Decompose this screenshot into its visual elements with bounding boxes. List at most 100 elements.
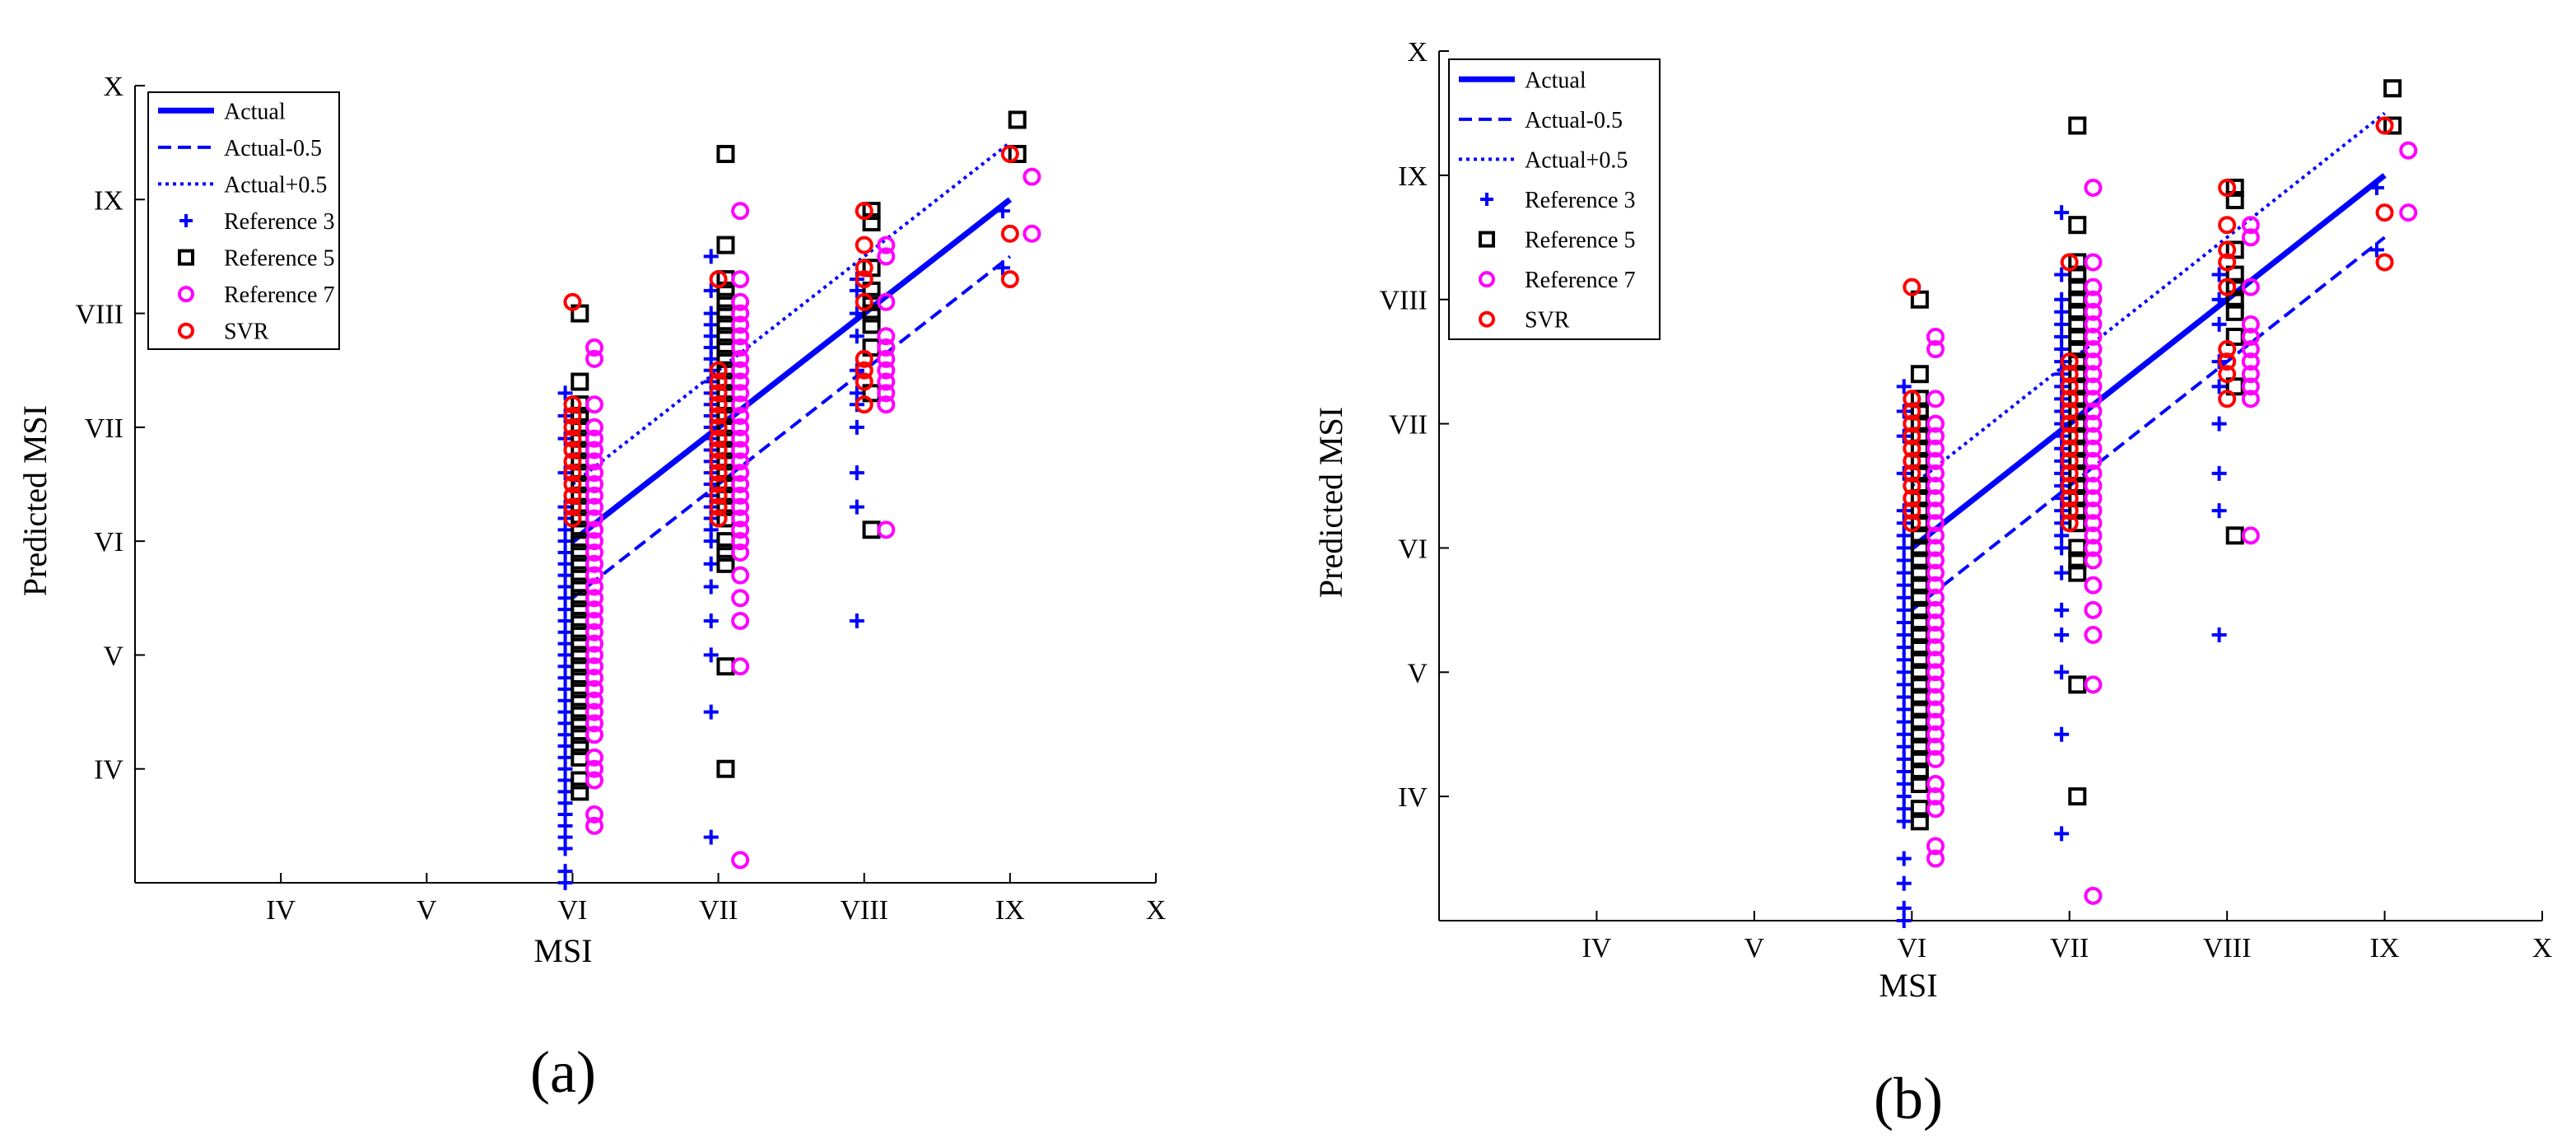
- point-svr: [855, 372, 873, 391]
- point-reference-7: [585, 577, 603, 596]
- point-reference-7: [731, 566, 750, 585]
- point-svr: [2375, 116, 2394, 135]
- point-reference-3: [1896, 665, 1912, 680]
- point-reference-7: [731, 349, 750, 368]
- point-reference-7: [1926, 390, 1945, 408]
- point-reference-7: [731, 475, 750, 493]
- point-reference-3: [995, 203, 1010, 219]
- point-reference-7: [2241, 340, 2260, 359]
- point-reference-7: [1926, 787, 1945, 806]
- point-svr: [1903, 464, 1922, 483]
- point-reference-7: [2084, 526, 2103, 545]
- legend-label: SVR: [224, 320, 269, 345]
- point-reference-5: [1910, 290, 1929, 309]
- point-reference-3: [1896, 602, 1912, 618]
- point-reference-7: [1926, 737, 1945, 756]
- point-reference-5: [1910, 812, 1929, 831]
- x-tick-label: VII: [2050, 933, 2089, 963]
- point-reference-7: [731, 327, 750, 346]
- line-actual-0-5: [1911, 236, 2386, 612]
- point-reference-7: [2084, 551, 2103, 570]
- point-svr: [563, 292, 582, 311]
- point-reference-3: [703, 534, 719, 549]
- point-svr: [2060, 451, 2079, 470]
- point-reference-7: [731, 384, 750, 403]
- point-reference-7: [1926, 576, 1945, 595]
- point-reference-7: [585, 611, 603, 630]
- point-reference-3: [2054, 292, 2070, 307]
- point-reference-5: [2383, 79, 2402, 98]
- point-svr: [2218, 365, 2237, 384]
- point-reference-7: [585, 554, 603, 573]
- point-reference-7: [2241, 327, 2260, 346]
- point-reference-7: [2084, 886, 2103, 905]
- point-reference-5: [862, 520, 881, 539]
- point-reference-7: [1926, 451, 1945, 470]
- point-reference-7: [877, 338, 896, 357]
- point-svr: [1903, 278, 1922, 296]
- point-reference-3: [2054, 304, 2070, 320]
- point-reference-7: [2241, 365, 2260, 384]
- point-svr: [2218, 278, 2237, 296]
- legend-label: Actual-0.5: [224, 136, 322, 161]
- point-svr: [709, 407, 728, 426]
- point-reference-7: [585, 634, 603, 653]
- y-tick-label: VII: [1389, 410, 1428, 441]
- point-svr: [855, 259, 873, 278]
- point-svr: [563, 475, 582, 493]
- x-tick-label: VI: [1897, 933, 1926, 963]
- point-svr: [855, 361, 873, 380]
- point-reference-7: [1022, 167, 1041, 186]
- line-actual-0-5: [571, 254, 1012, 599]
- point-svr: [709, 464, 728, 483]
- point-reference-7: [585, 509, 603, 528]
- legend-label: Reference 7: [1525, 268, 1635, 293]
- point-reference-7: [1926, 464, 1945, 483]
- point-reference-3: [2211, 627, 2227, 643]
- point-reference-7: [1926, 849, 1945, 868]
- point-svr: [709, 270, 728, 289]
- legend-label: Reference 3: [224, 209, 334, 235]
- point-svr: [2060, 477, 2079, 495]
- point-reference-3: [1896, 763, 1912, 779]
- point-reference-7: [585, 748, 603, 767]
- point-reference-7: [731, 851, 750, 870]
- point-reference-7: [731, 532, 750, 551]
- x-tick-label: X: [2532, 933, 2553, 963]
- point-reference-7: [2084, 477, 2103, 495]
- point-reference-5: [2225, 526, 2244, 545]
- point-reference-7: [731, 304, 750, 323]
- legend-marker: [1479, 231, 1495, 248]
- point-reference-7: [585, 395, 603, 414]
- legend-label: Reference 7: [224, 282, 334, 308]
- legend-marker: [1479, 271, 1495, 288]
- point-reference-7: [731, 315, 750, 334]
- point-reference-3: [1896, 751, 1912, 767]
- point-reference-7: [585, 349, 603, 368]
- point-reference-5: [2068, 787, 2087, 806]
- legend-label: SVR: [1525, 308, 1570, 334]
- point-reference-3: [1896, 801, 1912, 817]
- point-reference-7: [877, 327, 896, 346]
- point-reference-7: [1926, 675, 1945, 694]
- point-reference-3: [2054, 826, 2070, 842]
- point-reference-7: [2084, 502, 2103, 520]
- point-reference-7: [731, 270, 750, 289]
- point-reference-3: [703, 613, 719, 628]
- point-reference-7: [585, 646, 603, 665]
- point-reference-7: [585, 532, 603, 551]
- point-reference-7: [585, 589, 603, 608]
- point-reference-7: [2241, 216, 2260, 235]
- legend-label: Actual-0.5: [1525, 108, 1623, 133]
- chart-panel-b: IV IV V V VI VI VII VII VIII VIII IX IX X X MSI Predict…: [1312, 37, 2552, 1131]
- point-svr: [1903, 502, 1922, 520]
- point-reference-7: [585, 669, 603, 688]
- point-reference-7: [585, 600, 603, 619]
- x-tick-label: VII: [699, 895, 738, 926]
- point-svr: [563, 441, 582, 460]
- legend-label: Reference 3: [1525, 188, 1635, 213]
- y-tick-label: X: [1407, 37, 1428, 68]
- point-reference-3: [2054, 528, 2070, 544]
- x-axis-label: MSI: [533, 932, 592, 969]
